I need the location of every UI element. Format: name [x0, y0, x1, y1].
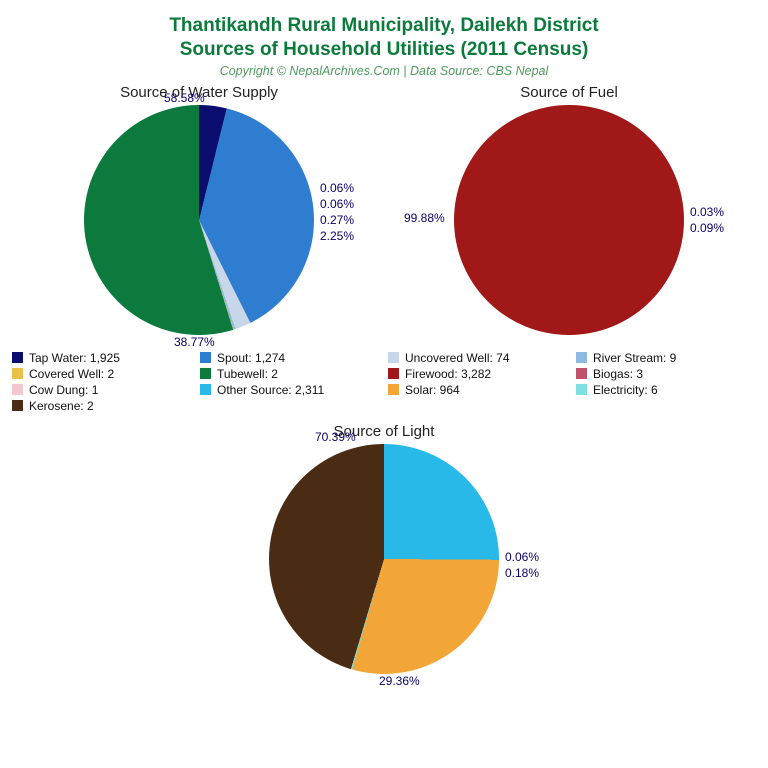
- fuel-pie-wrap: 99.88% 0.03% 0.09%: [454, 105, 684, 335]
- legend-label: Cow Dung: 1: [29, 383, 98, 397]
- legend-label: Covered Well: 2: [29, 367, 114, 381]
- legend-swatch: [12, 400, 23, 411]
- legend-label: Solar: 964: [405, 383, 460, 397]
- legend-item: Tubewell: 2: [200, 367, 380, 381]
- legend-label: Other Source: 2,311: [217, 383, 324, 397]
- subtitle: Copyright © NepalArchives.Com | Data Sou…: [14, 64, 754, 78]
- legend-item: Tap Water: 1,925: [12, 351, 192, 365]
- legend-label: Kerosene: 2: [29, 399, 94, 413]
- fuel-pie: [454, 105, 684, 335]
- light-chart-block: Source of Light 70.39% 0.06% 0.18% 29.36…: [269, 423, 499, 674]
- legend-swatch: [200, 368, 211, 379]
- fuel-chart-title: Source of Fuel: [520, 84, 618, 101]
- water-pct-r2: 0.06%: [320, 197, 354, 211]
- legend-swatch: [576, 352, 587, 363]
- light-pie-wrap: 70.39% 0.06% 0.18% 29.36%: [269, 444, 499, 674]
- legend-item: Kerosene: 2: [12, 399, 192, 413]
- fuel-pct-left: 99.88%: [404, 211, 445, 225]
- fuel-chart-block: Source of Fuel 99.88% 0.03% 0.09%: [454, 84, 684, 335]
- title-line1: Thantikandh Rural Municipality, Dailekh …: [14, 14, 754, 38]
- legend-item: River Stream: 9: [576, 351, 756, 365]
- legend-item: Other Source: 2,311: [200, 383, 380, 397]
- fuel-pct-r2: 0.09%: [690, 221, 724, 235]
- legend-item: Cow Dung: 1: [12, 383, 192, 397]
- title-block: Thantikandh Rural Municipality, Dailekh …: [14, 14, 754, 78]
- legend-label: Uncovered Well: 74: [405, 351, 510, 365]
- legend-swatch: [12, 368, 23, 379]
- legend-label: River Stream: 9: [593, 351, 676, 365]
- legend-item: Uncovered Well: 74: [388, 351, 568, 365]
- legend: Tap Water: 1,925 Spout: 1,274 Uncovered We…: [14, 351, 754, 413]
- bottom-chart-row: Source of Light 70.39% 0.06% 0.18% 29.36…: [14, 423, 754, 674]
- light-pct-bottom: 29.36%: [379, 674, 420, 688]
- light-pie: [269, 444, 499, 674]
- legend-swatch: [576, 384, 587, 395]
- legend-item: Solar: 964: [388, 383, 568, 397]
- legend-swatch: [388, 352, 399, 363]
- water-pct-r1: 0.06%: [320, 181, 354, 195]
- legend-label: Firewood: 3,282: [405, 367, 491, 381]
- legend-item: Covered Well: 2: [12, 367, 192, 381]
- top-chart-row: Source of Water Supply 58.58% 0.06% 0.06…: [14, 84, 754, 335]
- fuel-pct-r1: 0.03%: [690, 205, 724, 219]
- legend-swatch: [388, 384, 399, 395]
- legend-label: Electricity: 6: [593, 383, 658, 397]
- water-pct-top: 58.58%: [164, 91, 205, 105]
- title-line2: Sources of Household Utilities (2011 Cen…: [14, 38, 754, 62]
- legend-swatch: [12, 352, 23, 363]
- water-pie: [84, 105, 314, 335]
- light-pct-top: 70.39%: [315, 430, 356, 444]
- light-pct-r1: 0.06%: [505, 550, 539, 564]
- legend-item: Spout: 1,274: [200, 351, 380, 365]
- legend-swatch: [12, 384, 23, 395]
- water-pie-wrap: 58.58% 0.06% 0.06% 0.27% 2.25% 38.77%: [84, 105, 314, 335]
- light-pct-r2: 0.18%: [505, 566, 539, 580]
- legend-label: Biogas: 3: [593, 367, 643, 381]
- legend-swatch: [576, 368, 587, 379]
- water-pct-bottom: 38.77%: [174, 335, 215, 349]
- legend-item: Biogas: 3: [576, 367, 756, 381]
- water-pct-r3: 0.27%: [320, 213, 354, 227]
- legend-item: Electricity: 6: [576, 383, 756, 397]
- legend-swatch: [388, 368, 399, 379]
- legend-swatch: [200, 352, 211, 363]
- legend-label: Spout: 1,274: [217, 351, 285, 365]
- water-chart-block: Source of Water Supply 58.58% 0.06% 0.06…: [84, 84, 314, 335]
- water-pct-r4: 2.25%: [320, 229, 354, 243]
- legend-label: Tubewell: 2: [217, 367, 278, 381]
- legend-swatch: [200, 384, 211, 395]
- legend-label: Tap Water: 1,925: [29, 351, 120, 365]
- legend-item: Firewood: 3,282: [388, 367, 568, 381]
